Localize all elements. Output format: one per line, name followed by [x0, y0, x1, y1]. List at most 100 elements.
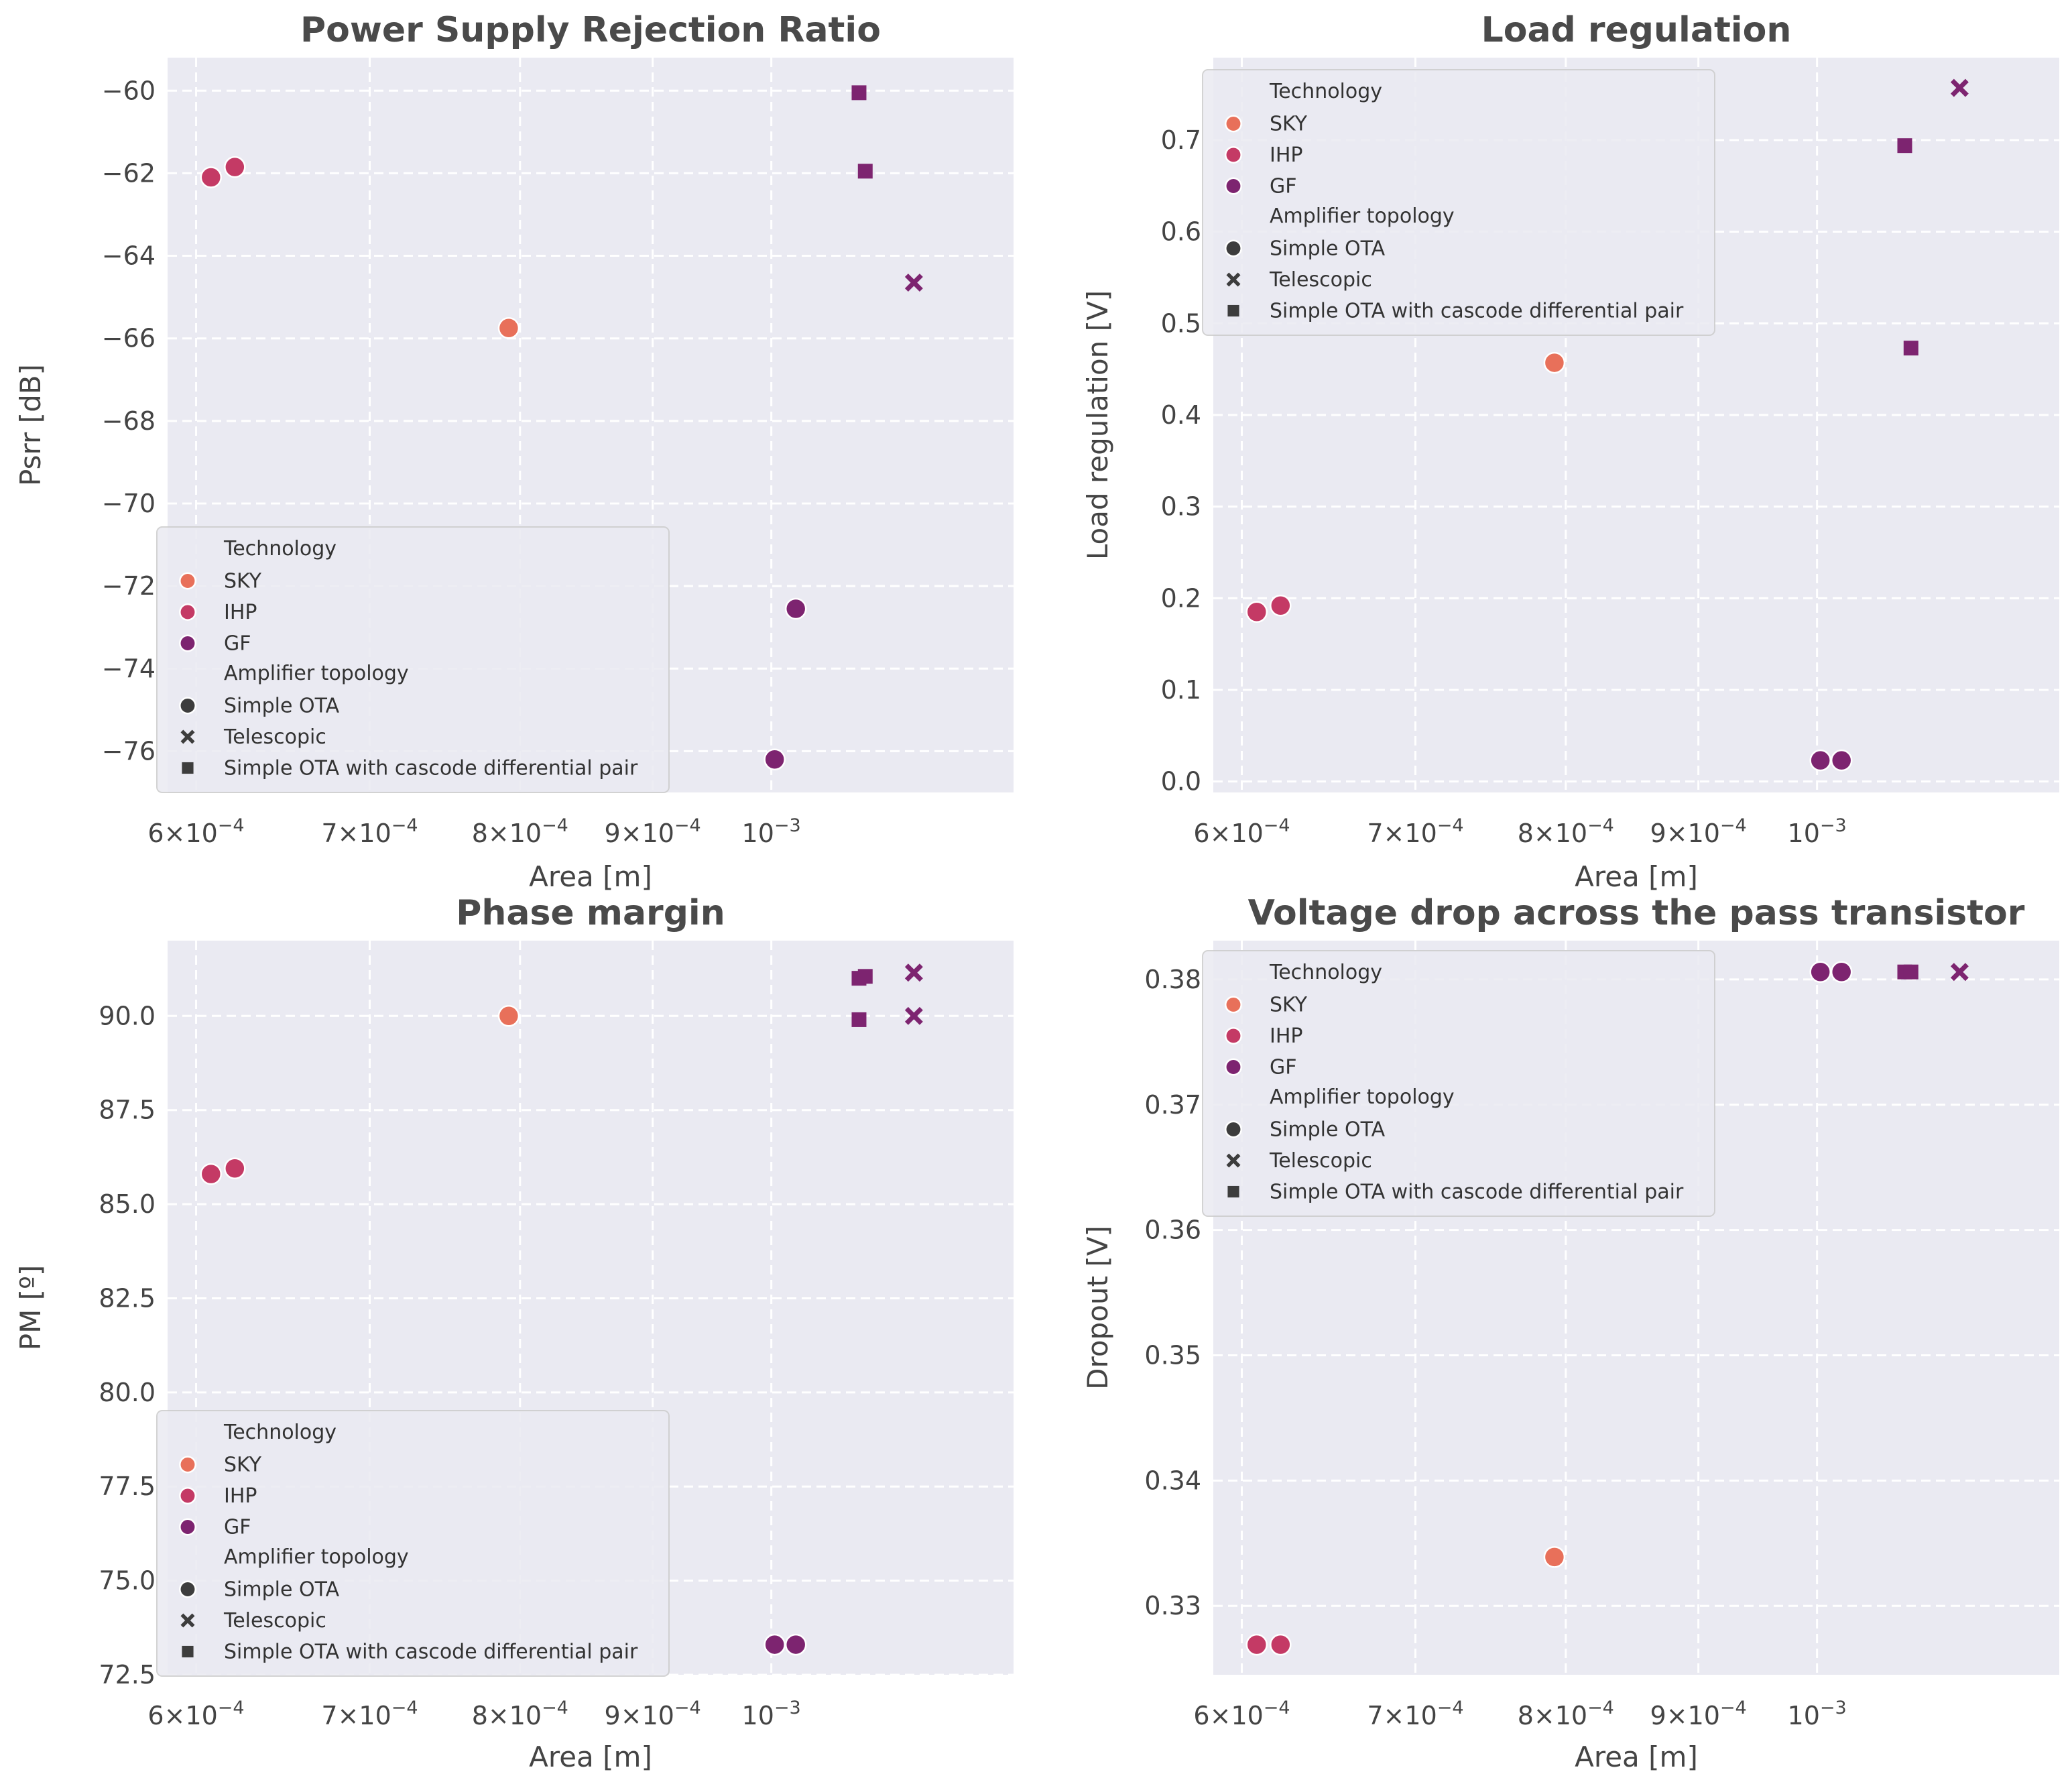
x-tick-base: 10 [1788, 819, 1820, 848]
x-tick-exponent: −4 [218, 1698, 245, 1718]
x-tick-exponent: −4 [1437, 1698, 1464, 1718]
y-tick-label: 0.3 [1161, 492, 1201, 522]
legend-technology-title: Technology [1269, 80, 1382, 103]
x-axis-label: Area [m] [1575, 1740, 1698, 1773]
data-point [784, 597, 807, 620]
x-axis-label: Area [m] [529, 1740, 652, 1773]
x-tick-label: 9×10−4 [605, 1698, 701, 1730]
x-tick-base: 10 [742, 819, 774, 848]
legend-technology-marker [179, 1456, 196, 1474]
legend: Technology SKY IHP GF Amplifier topology Simp… [1202, 69, 1715, 336]
y-tick-label: 0.33 [1144, 1591, 1201, 1620]
y-tick-label: −60 [102, 76, 156, 105]
data-point [1830, 961, 1853, 983]
legend-topology-marker [182, 762, 194, 774]
x-tick-exponent: −4 [391, 815, 418, 836]
data-point [1809, 749, 1831, 772]
legend-topology-label: Simple OTA with cascode differential pai… [1270, 1181, 1684, 1204]
legend-technology-label: SKY [224, 1454, 262, 1477]
x-tick-base: 10 [742, 1701, 774, 1730]
chart-title: Load regulation [1481, 10, 1792, 50]
x-tick-base: 6×10 [1193, 819, 1263, 848]
x-tick-base: 7×10 [321, 819, 391, 848]
chart-title: Power Supply Rejection Ratio [300, 10, 881, 50]
x-tick-label: 7×10−4 [1367, 815, 1463, 848]
y-tick-label: 0.5 [1161, 308, 1201, 338]
legend-technology-marker [1225, 177, 1242, 195]
x-tick-base: 7×10 [321, 1701, 391, 1730]
legend-technology-marker [1225, 146, 1242, 164]
x-tick-label: 8×10−4 [1518, 1698, 1614, 1730]
data-point [857, 164, 873, 179]
data-point [1809, 961, 1831, 983]
data-point [1245, 601, 1268, 624]
x-tick-base: 9×10 [1650, 819, 1720, 848]
legend-technology-label: IHP [1270, 143, 1303, 167]
data-point [1270, 1633, 1292, 1656]
y-tick-label: −70 [102, 489, 156, 518]
x-tick-exponent: −4 [542, 815, 568, 836]
x-tick-exponent: −3 [774, 1698, 801, 1718]
y-tick-label: 0.0 [1161, 767, 1201, 796]
y-tick-label: 0.6 [1161, 217, 1201, 247]
y-tick-label: 0.35 [1144, 1341, 1201, 1370]
y-tick-label: 0.34 [1144, 1466, 1201, 1495]
data-point [200, 1163, 223, 1185]
x-tick-exponent: −4 [674, 1698, 701, 1718]
legend-technology-title: Technology [1269, 961, 1382, 984]
legend-technology-label: IHP [1270, 1024, 1303, 1048]
legend-topology-label: Telescopic [223, 1609, 326, 1633]
x-tick-exponent: −3 [1820, 1698, 1847, 1718]
data-point [904, 963, 923, 982]
y-tick-label: 0.36 [1144, 1216, 1201, 1245]
legend-technology-marker [1225, 1027, 1242, 1045]
legend-topology-title: Amplifier topology [1270, 204, 1455, 228]
x-tick-exponent: −4 [1587, 815, 1614, 836]
data-point [1543, 351, 1566, 374]
legend-technology-title: Technology [223, 537, 337, 560]
legend-topology-label: Telescopic [1269, 1149, 1372, 1173]
x-tick-label: 6×10−4 [147, 1698, 244, 1730]
data-point [497, 317, 520, 339]
data-point [1903, 964, 1918, 980]
legend-technology-marker [179, 1518, 196, 1536]
chart-panel-2: 6×10−4 7×10−4 8×10−4 9×10−4 10−30.00.10.20.3… [1081, 10, 2059, 893]
legend-technology-marker [1225, 1058, 1242, 1076]
x-tick-exponent: −4 [1587, 1698, 1614, 1718]
y-tick-label: 0.4 [1161, 400, 1201, 430]
legend: Technology SKY IHP GF Amplifier topology Simp… [1202, 950, 1715, 1217]
data-point [497, 1005, 520, 1027]
legend-topology-marker [180, 729, 195, 744]
legend-topology-marker [1227, 1185, 1239, 1198]
legend-topology-label: Simple OTA [224, 695, 340, 718]
legend-box [1202, 69, 1715, 336]
legend-topology-title: Amplifier topology [224, 662, 409, 685]
legend-technology-marker [179, 634, 196, 652]
x-tick-base: 6×10 [147, 1701, 217, 1730]
x-tick-exponent: −3 [1820, 815, 1847, 836]
y-axis-label: Dropout [V] [1081, 1226, 1114, 1390]
y-tick-label: 85.0 [99, 1189, 156, 1219]
legend-topology-label: Simple OTA with cascode differential pai… [224, 757, 638, 780]
legend-technology-label: GF [1270, 175, 1297, 198]
x-tick-exponent: −4 [542, 1698, 568, 1718]
data-point [851, 85, 867, 101]
x-tick-base: 7×10 [1367, 819, 1437, 848]
legend-technology-marker [1225, 115, 1242, 133]
legend-topology-title: Amplifier topology [1270, 1085, 1455, 1109]
legend-topology-marker [179, 1580, 196, 1598]
data-point [1903, 341, 1918, 356]
y-tick-label: −66 [102, 324, 156, 353]
x-tick-exponent: −4 [674, 815, 701, 836]
legend-topology-marker [1226, 1153, 1241, 1168]
y-tick-label: 0.38 [1144, 965, 1201, 994]
x-tick-label: 7×10−4 [1367, 1698, 1463, 1730]
x-tick-base: 6×10 [1193, 1701, 1263, 1730]
legend-topology-label: Telescopic [1269, 268, 1372, 292]
x-tick-label: 6×10−4 [1193, 815, 1290, 848]
chart-panel-4: 6×10−4 7×10−4 8×10−4 9×10−4 10−30.330.340.35… [1081, 893, 2059, 1773]
x-tick-base: 9×10 [605, 819, 674, 848]
chart-panel-3: 6×10−4 7×10−4 8×10−4 9×10−4 10−372.575.077.5… [14, 893, 1014, 1773]
y-tick-label: 75.0 [99, 1566, 156, 1596]
legend-topology-marker [1227, 304, 1239, 317]
